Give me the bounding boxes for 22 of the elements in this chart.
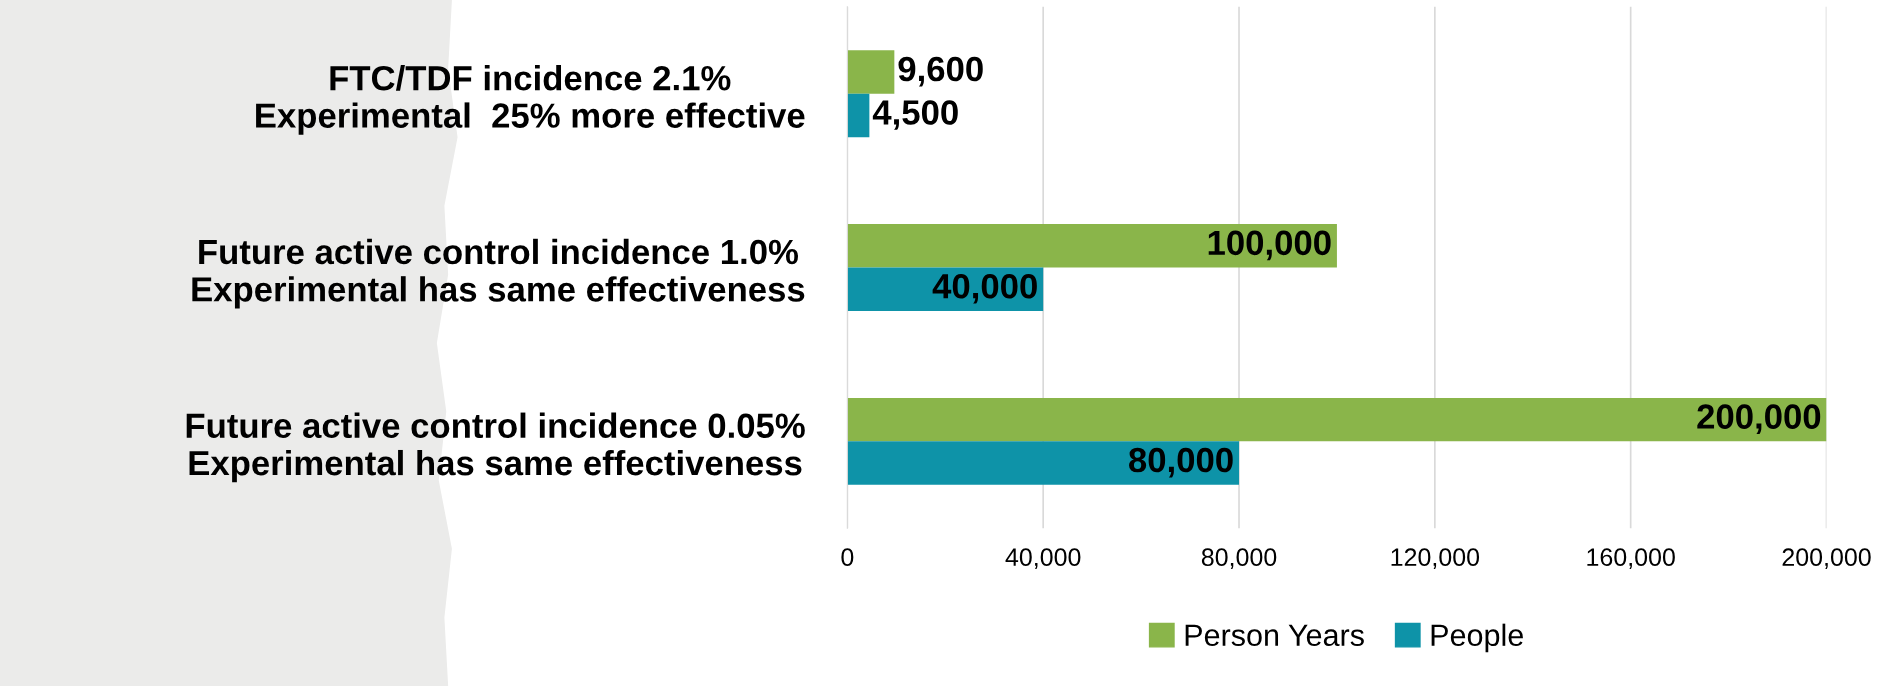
legend-label: Person Years <box>1185 624 1364 647</box>
data-label: 80,000 <box>1129 447 1233 478</box>
y-tick-label: Future active control incidence 1.0% Experimental has same effectiveness <box>192 238 805 309</box>
x-tick-label: 40,000 <box>1005 548 1081 569</box>
legend-label: People <box>1431 623 1523 653</box>
data-label: 200,000 <box>1697 404 1821 434</box>
x-tick-label: 120,000 <box>1391 548 1480 569</box>
data-label: 100,000 <box>1208 230 1331 261</box>
x-tick-label: 200,000 <box>1782 548 1871 569</box>
data-label: 40,000 <box>932 274 1037 304</box>
data-label: 4,500 <box>872 100 958 130</box>
x-tick-label: 80,000 <box>1201 548 1277 569</box>
y-tick-label: FTC/TDF incidence 2.1% Experimental 25% more effective <box>256 64 805 135</box>
bar <box>847 397 1827 442</box>
data-label: 9,600 <box>898 56 983 87</box>
bar <box>847 441 1240 485</box>
x-tick-label: 160,000 <box>1587 548 1675 569</box>
bar <box>847 50 895 94</box>
x-tick-label: 0 <box>841 548 854 567</box>
y-tick-label: Future active control incidence 0.05% Experimental has same effectiveness <box>186 412 805 483</box>
bar <box>847 93 870 138</box>
bar <box>847 224 1337 268</box>
